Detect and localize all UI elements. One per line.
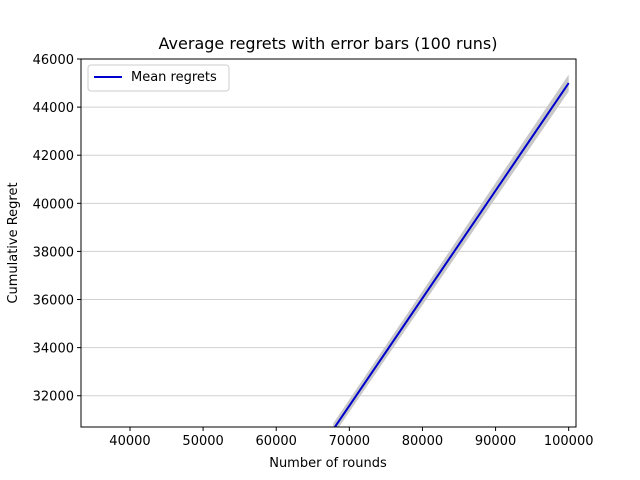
x-tick-label: 90000	[475, 434, 516, 449]
y-tick-label: 32000	[33, 390, 74, 405]
chart-title: Average regrets with error bars (100 run…	[159, 34, 498, 53]
legend-label: Mean regrets	[131, 70, 217, 85]
legend-box	[87, 64, 230, 92]
grid-lines	[81, 58, 576, 397]
x-tick-label: 80000	[402, 434, 443, 449]
y-axis-title: Cumulative Regret	[6, 182, 21, 303]
error-band-layer	[333, 74, 569, 427]
y-tick-label: 36000	[33, 294, 74, 309]
y-tick-label: 40000	[33, 197, 74, 212]
y-tick-label: 38000	[33, 245, 74, 260]
x-tick-label: 70000	[329, 434, 370, 449]
x-tick-label: 50000	[182, 434, 223, 449]
error-band	[333, 74, 569, 427]
plot-frame	[80, 58, 577, 428]
y-tick-label: 42000	[33, 149, 74, 164]
x-tick-label: 100000	[544, 434, 594, 449]
y-axis-ticks: 32000 34000 36000 38000 40000 42000 44000 46000	[33, 53, 81, 405]
legend: Mean regrets	[87, 64, 230, 92]
series-line-mean-regrets	[333, 82, 570, 427]
y-tick-label: 46000	[33, 53, 74, 68]
y-tick-label: 44000	[33, 101, 74, 116]
y-tick-label: 34000	[33, 342, 74, 357]
series-layer	[333, 82, 570, 427]
x-axis-title: Number of rounds	[269, 456, 387, 471]
x-axis-ticks: 40000 50000 60000 70000 80000 90000 100000	[109, 427, 594, 449]
x-tick-label: 40000	[109, 434, 150, 449]
x-tick-label: 60000	[256, 434, 297, 449]
